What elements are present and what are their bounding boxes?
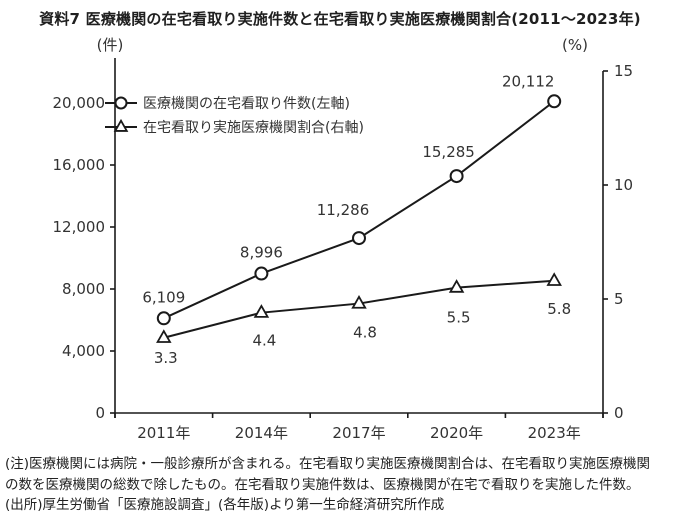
- left-axis-unit-label: (件): [97, 36, 124, 54]
- footnotes: (注)医療機関には病院・一般診療所が含まれる。在宅看取り実施医療機関割合は、在宅…: [5, 454, 676, 516]
- cases-data-label: 8,996: [240, 244, 283, 262]
- ratio-data-label: 5.5: [447, 309, 471, 327]
- legend-item-label: 医療機関の在宅看取り件数(左軸): [143, 95, 350, 112]
- footnote-line: の数を医療機関の総数で除したもの。在宅看取り実施件数は、医療機関が在宅で看取りを…: [5, 476, 640, 493]
- x-axis-category-label: 2014年: [235, 424, 288, 442]
- cases-data-label: 6,109: [142, 288, 185, 306]
- chart-title: 資料7 医療機関の在宅看取り実施件数と在宅看取り実施医療機関割合(2011〜20…: [39, 10, 641, 28]
- dual-axis-line-chart: (件) (%) 0 4,000 8,000 12,000 16,000 20,000 0 5 1…: [53, 36, 634, 442]
- left-axis-tick-label: 4,000: [62, 342, 105, 360]
- cases-data-point: [254, 266, 269, 281]
- legend-circle-marker: [114, 96, 128, 110]
- legend-item-label: 在宅看取り実施医療機関割合(右軸): [143, 119, 364, 136]
- x-axis-category-label: 2023年: [528, 424, 581, 442]
- left-axis-tick-label: 0: [95, 404, 105, 422]
- right-axis-tick-label: 10: [614, 176, 633, 194]
- ratio-data-label: 3.3: [154, 349, 178, 367]
- plot-area: 0 4,000 8,000 12,000 16,000 20,000 0 5 10 15 2011年…: [53, 58, 633, 442]
- legend-triangle-marker: [113, 118, 129, 132]
- cases-data-label: 11,286: [317, 201, 370, 219]
- left-axis-tick-label: 8,000: [62, 280, 105, 298]
- x-axis-category-label: 2017年: [332, 424, 385, 442]
- right-axis-unit-label: (%): [562, 36, 588, 54]
- left-axis-tick-label: 20,000: [53, 94, 106, 112]
- ratio-data-point: [546, 272, 562, 286]
- right-axis-tick-label: 15: [614, 62, 633, 80]
- ratio-data-point: [156, 329, 172, 343]
- x-axis-category-label: 2020年: [430, 424, 483, 442]
- footnote-line: (出所)厚生労働省「医療施設調査」(各年版)より第一生命経済研究所作成: [5, 497, 445, 514]
- ratio-data-label: 5.8: [547, 300, 571, 318]
- x-axis-category-label: 2011年: [137, 424, 190, 442]
- cases-data-label: 20,112: [502, 72, 555, 90]
- cases-data-point: [156, 311, 171, 326]
- cases-data-point: [352, 231, 366, 246]
- left-axis-tick-label: 12,000: [53, 218, 106, 236]
- ratio-data-point: [351, 295, 367, 309]
- footnote-line: (注)医療機関には病院・一般診療所が含まれる。在宅看取り実施医療機関割合は、在宅…: [5, 456, 651, 472]
- ratio-data-point: [253, 304, 270, 318]
- right-axis-tick-label: 5: [614, 290, 624, 308]
- ratio-data-label: 4.4: [252, 332, 276, 350]
- right-axis-tick-label: 0: [614, 404, 624, 422]
- cases-data-point: [547, 94, 562, 109]
- ratio-data-label: 4.8: [353, 324, 377, 342]
- cases-data-point: [449, 169, 464, 184]
- left-axis-tick-label: 16,000: [53, 156, 106, 174]
- cases-data-label: 15,285: [422, 143, 475, 161]
- ratio-data-point: [448, 279, 465, 293]
